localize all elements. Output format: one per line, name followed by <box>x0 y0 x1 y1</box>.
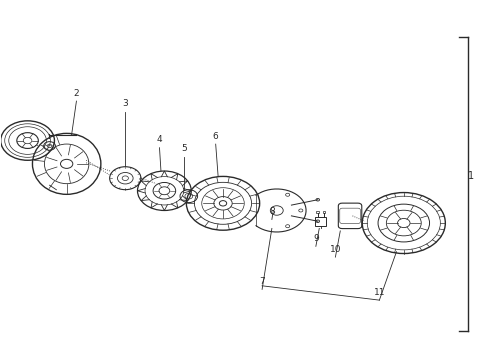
Bar <box>316 211 319 213</box>
Text: 5: 5 <box>181 144 187 153</box>
Text: 9: 9 <box>313 234 318 243</box>
Text: 4: 4 <box>157 135 162 144</box>
Text: 1: 1 <box>467 171 474 181</box>
Text: 6: 6 <box>213 132 219 141</box>
Text: 11: 11 <box>373 288 385 297</box>
Text: 7: 7 <box>259 277 265 286</box>
Text: 10: 10 <box>330 245 341 254</box>
Text: 3: 3 <box>122 99 128 108</box>
Bar <box>316 217 326 226</box>
Text: 2: 2 <box>74 89 79 98</box>
Text: 8: 8 <box>269 207 275 216</box>
Bar <box>323 211 325 213</box>
